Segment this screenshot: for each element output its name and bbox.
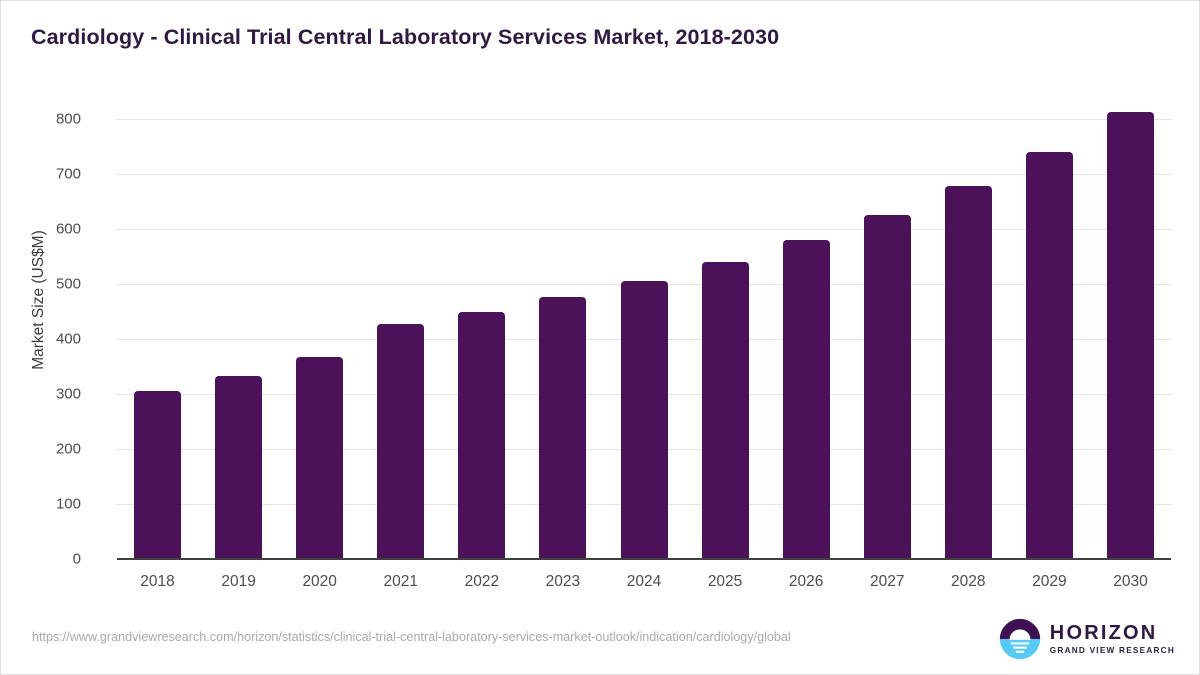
- y-axis-tick-label: 300: [55, 385, 81, 403]
- gridline: [117, 174, 1171, 175]
- x-axis-tick-label: 2025: [707, 573, 743, 590]
- bar-2028[interactable]: [944, 186, 992, 559]
- x-axis-tick-label: 2023: [545, 573, 581, 590]
- bar-2026[interactable]: [782, 240, 830, 559]
- gridline: [117, 229, 1171, 230]
- y-axis-tick-label: 600: [55, 220, 81, 238]
- x-axis-line: [117, 558, 1171, 560]
- y-axis-tick-label: 500: [55, 275, 81, 293]
- logo-wordmark: HORIZON: [1049, 622, 1158, 644]
- bar-2024[interactable]: [620, 281, 668, 559]
- bar-2021[interactable]: [377, 324, 425, 559]
- bar-2023[interactable]: [539, 296, 587, 559]
- y-axis-tick-label: 700: [55, 165, 81, 183]
- bar-2019[interactable]: [215, 375, 263, 559]
- source-url[interactable]: https://www.grandviewresearch.com/horizo…: [32, 630, 791, 644]
- y-axis-tick-label: 0: [72, 550, 81, 568]
- y-axis-ticks: 0 100 200 300 400 500 600 700 800: [56, 111, 1171, 568]
- x-axis-tick-label: 2024: [626, 573, 662, 590]
- x-axis-tick-label: 2027: [869, 573, 905, 590]
- x-axis-tick-label: 2026: [788, 573, 824, 590]
- x-axis-tick-label: 2028: [951, 573, 986, 590]
- horizon-sunrise-icon: [999, 618, 1040, 660]
- bar-2020[interactable]: [296, 357, 344, 559]
- gridline: [117, 119, 1171, 120]
- logo-text: HORIZON GRAND VIEW RESEARCH: [1049, 622, 1175, 656]
- plot-area: [117, 112, 1171, 559]
- bar-2025[interactable]: [701, 262, 749, 559]
- y-axis-tick-label: 400: [55, 330, 81, 348]
- x-axis-tick-label: 2022: [464, 573, 500, 590]
- bar-2030[interactable]: [1106, 112, 1154, 559]
- x-axis-tick-label: 2019: [221, 573, 256, 590]
- x-axis-tick-label: 2030: [1113, 573, 1148, 590]
- y-axis-tick-label: 200: [55, 440, 81, 458]
- horizon-logo: HORIZON GRAND VIEW RESEARCH: [999, 618, 1175, 660]
- bar-2022[interactable]: [458, 311, 506, 559]
- x-axis-tick-label: 2020: [302, 573, 337, 590]
- x-axis-tick-label: 2021: [383, 573, 418, 590]
- bar-2018[interactable]: [134, 391, 182, 559]
- y-axis-tick-label: 100: [55, 495, 81, 513]
- logo-tagline: GRAND VIEW RESEARCH: [1049, 646, 1175, 655]
- x-axis-tick-label: 2018: [140, 573, 175, 590]
- page-title: Cardiology - Clinical Trial Central Labo…: [31, 25, 780, 49]
- bar-2029[interactable]: [1025, 152, 1073, 559]
- bar-2027[interactable]: [863, 215, 911, 559]
- x-axis-tick-label: 2029: [1032, 573, 1067, 590]
- y-axis-tick-label: 800: [55, 110, 81, 128]
